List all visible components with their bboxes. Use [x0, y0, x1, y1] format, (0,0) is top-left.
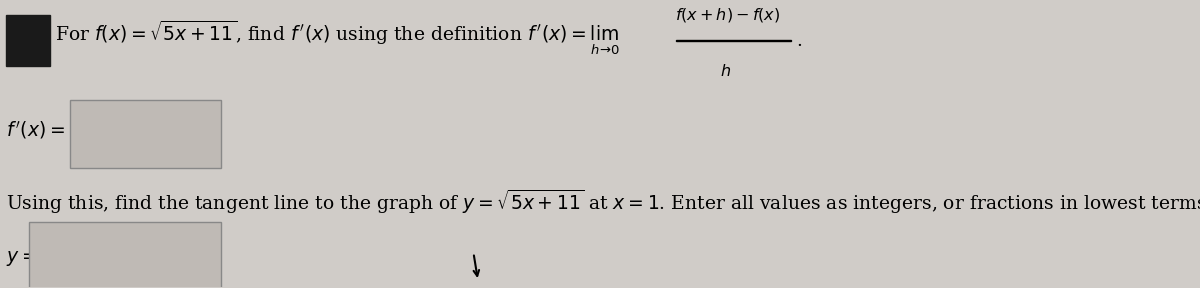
FancyBboxPatch shape [29, 221, 221, 288]
FancyArrow shape [676, 40, 791, 41]
Text: $f\,'(x) =$: $f\,'(x) =$ [6, 119, 65, 141]
Text: For $f(x) = \sqrt{5x+11}$, find $f\,'(x)$ using the definition $f\,'(x) = \lim_{: For $f(x) = \sqrt{5x+11}$, find $f\,'(x)… [54, 19, 619, 57]
Text: $f(x+h)-f(x)$: $f(x+h)-f(x)$ [676, 6, 780, 24]
Text: Using this, find the tangent line to the graph of $y = \sqrt{5x+11}$ at $x = 1$.: Using this, find the tangent line to the… [6, 188, 1200, 216]
Bar [6, 15, 50, 66]
Text: $h$: $h$ [720, 63, 731, 80]
FancyBboxPatch shape [70, 100, 221, 168]
Text: $y =$: $y =$ [6, 249, 37, 268]
Text: .: . [796, 32, 802, 50]
